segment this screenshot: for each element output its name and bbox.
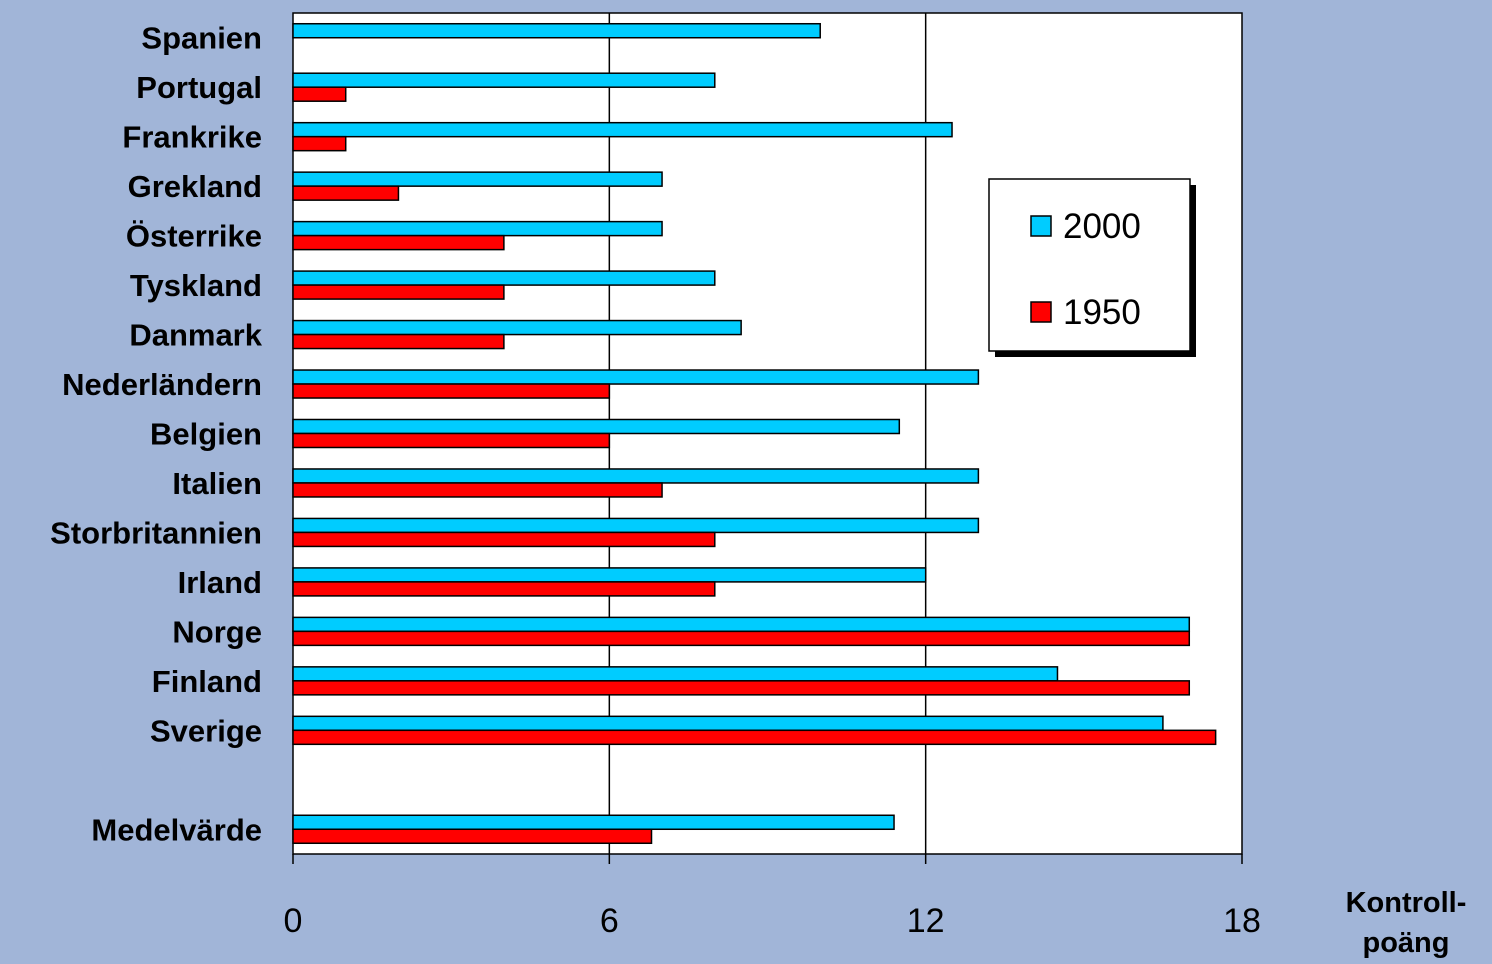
bar-1950	[292, 383, 611, 399]
bar-1950	[292, 234, 505, 251]
bar-1950	[292, 630, 1191, 647]
category-label: Storbritannien	[50, 515, 262, 550]
bar-2000	[292, 468, 980, 484]
category-label: Tyskland	[130, 268, 262, 303]
legend-label: 2000	[1063, 207, 1141, 246]
bar-1950	[292, 432, 611, 449]
bar-2000	[292, 715, 1164, 732]
bar-1950	[292, 531, 716, 548]
legend: 2000 1950	[988, 178, 1196, 357]
bar-2000	[292, 72, 716, 88]
category-labels: Spanien Portugal Frankrike Grekland Österrik…	[50, 21, 263, 848]
bar-1950	[292, 729, 1217, 746]
bar-1950	[292, 135, 347, 152]
category-label: Sverige	[150, 713, 262, 748]
category-label: Irland	[178, 565, 262, 600]
bar-2000	[292, 418, 901, 435]
bar-1950	[292, 680, 1191, 696]
bar-2000	[292, 814, 895, 831]
bar-1950	[292, 185, 400, 201]
bar-1950	[292, 86, 347, 102]
category-label: Spanien	[141, 21, 262, 56]
x-tick-label: 6	[600, 902, 619, 940]
bar-2000	[292, 369, 980, 385]
bar-1950	[292, 333, 505, 350]
legend-box	[988, 178, 1191, 352]
category-label: Frankrike	[122, 120, 262, 155]
category-label: Grekland	[128, 169, 262, 204]
category-label: Danmark	[129, 318, 262, 353]
bar-1950	[292, 581, 716, 597]
category-label: Finland	[152, 664, 262, 699]
bar-2000	[292, 270, 716, 286]
bar-2000	[292, 121, 953, 138]
category-label: Österrike	[126, 219, 262, 254]
category-label: Medelvärde	[91, 812, 262, 847]
bar-2000	[292, 616, 1191, 633]
x-tick-label: 12	[907, 902, 945, 940]
x-tick-label: 0	[284, 902, 303, 940]
bar-2000	[292, 171, 663, 187]
legend-swatch	[1030, 301, 1052, 323]
x-axis-title-line: poäng	[1363, 927, 1450, 959]
bar-1950	[292, 284, 505, 300]
bars	[292, 22, 1217, 845]
bar-1950	[292, 482, 663, 498]
category-label: Norge	[172, 614, 262, 649]
x-axis-title: Kontroll-poäng	[1346, 887, 1467, 959]
legend-swatch	[1030, 215, 1052, 237]
bar-2000	[292, 517, 980, 534]
bar-2000	[292, 567, 927, 583]
x-axis: 0 6 12 18	[284, 854, 1261, 940]
category-label: Nederländern	[62, 367, 262, 402]
bar-2000	[292, 666, 1059, 682]
category-label: Italien	[172, 466, 262, 501]
x-axis-title-line: Kontroll-	[1346, 887, 1467, 919]
bar-2000	[292, 22, 821, 39]
bar-2000	[292, 220, 663, 237]
x-tick-label: 18	[1223, 902, 1261, 940]
category-label: Belgien	[150, 417, 262, 452]
bar-2000	[292, 319, 742, 336]
category-label: Portugal	[136, 70, 262, 105]
legend-label: 1950	[1063, 293, 1141, 332]
bar-1950	[292, 828, 653, 845]
